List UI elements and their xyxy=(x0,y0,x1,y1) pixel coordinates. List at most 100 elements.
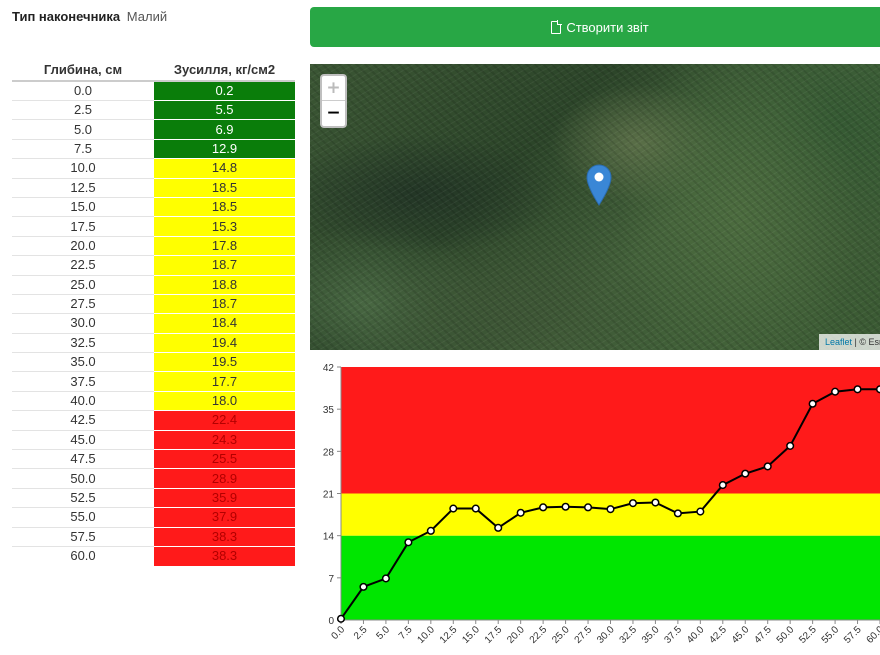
depth-cell: 47.5 xyxy=(12,449,154,469)
force-cell: 0.2 xyxy=(154,80,295,101)
data-point xyxy=(808,399,817,408)
depth-cell: 15.0 xyxy=(12,196,154,217)
x-tick-label: 2.5 xyxy=(352,624,370,642)
y-tick-label: 28 xyxy=(323,447,335,458)
table-row: 52.5 35.9 xyxy=(12,487,295,508)
zoom-out-button[interactable]: − xyxy=(326,103,341,123)
force-cell: 18.4 xyxy=(154,313,295,334)
table-row: 55.0 37.9 xyxy=(12,507,295,528)
depth-cell: 60.0 xyxy=(12,545,154,566)
map-pin-icon[interactable] xyxy=(586,164,612,206)
data-point xyxy=(606,505,615,514)
map-attribution: Leaflet | © Esri xyxy=(818,334,880,350)
y-tick-label: 42 xyxy=(323,363,335,374)
create-report-button[interactable]: Створити звіт xyxy=(310,7,880,47)
tip-type-label: Тип наконечника xyxy=(12,9,121,24)
depth-cell: 52.5 xyxy=(12,487,154,508)
force-cell: 17.7 xyxy=(154,371,295,392)
data-point xyxy=(359,582,368,591)
depth-cell: 17.5 xyxy=(12,216,154,237)
table-row: 0.0 0.2 xyxy=(12,80,295,101)
depth-cell: 7.5 xyxy=(12,138,154,159)
table-row: 10.0 14.8 xyxy=(12,158,295,179)
data-point xyxy=(404,538,413,547)
data-point xyxy=(494,523,503,532)
force-cell: 18.5 xyxy=(154,177,295,198)
x-tick-label: 25.0 xyxy=(550,624,572,646)
depth-cell: 45.0 xyxy=(12,429,154,450)
data-point xyxy=(583,503,593,512)
x-tick-label: 17.5 xyxy=(483,624,505,646)
depth-cell: 10.0 xyxy=(12,158,154,179)
chart-band-green xyxy=(341,535,880,620)
force-cell: 6.9 xyxy=(154,119,295,140)
table-row: 15.0 18.5 xyxy=(12,196,295,217)
table-row: 35.0 19.5 xyxy=(12,352,295,372)
table-row: 42.5 22.4 xyxy=(12,410,295,431)
leaflet-link[interactable]: Leaflet xyxy=(824,337,853,347)
force-cell: 19.4 xyxy=(154,332,295,353)
table-row: 5.0 6.9 xyxy=(12,119,295,140)
depth-cell: 12.5 xyxy=(12,177,154,198)
y-tick-label: 14 xyxy=(323,532,335,543)
force-depth-chart-container: 0 7 14 21 28 35 42 0.0 2.5 5.0 7.5 10.0 12.5 15.0 17.5… xyxy=(310,355,880,655)
force-column-header: Зусилля, кг/см2 xyxy=(154,44,295,82)
tip-type-value: Малий xyxy=(126,9,168,24)
data-point xyxy=(516,508,525,517)
zoom-in-button[interactable]: + xyxy=(322,76,345,101)
y-tick-label: 35 xyxy=(323,405,335,416)
table-row: 60.0 38.3 xyxy=(12,545,295,566)
table-row: 12.5 18.5 xyxy=(12,177,295,198)
depth-cell: 22.5 xyxy=(12,255,154,276)
data-point xyxy=(763,462,772,471)
table-row: 7.5 12.9 xyxy=(12,138,295,159)
depth-cell: 57.5 xyxy=(12,526,154,547)
depth-cell: 35.0 xyxy=(12,352,154,372)
data-point xyxy=(875,385,880,394)
create-report-label: Створити звіт xyxy=(566,19,649,35)
force-cell: 22.4 xyxy=(154,410,295,431)
data-point xyxy=(336,614,346,623)
force-cell: 17.8 xyxy=(154,235,295,256)
x-tick-label: 22.5 xyxy=(528,624,550,646)
table-row: 32.5 19.4 xyxy=(12,332,295,353)
table-row: 40.0 18.0 xyxy=(12,390,295,411)
x-tick-label: 45.0 xyxy=(730,624,752,646)
depth-cell: 37.5 xyxy=(12,371,154,392)
force-cell: 15.3 xyxy=(154,216,295,237)
table-row: 30.0 18.4 xyxy=(12,313,295,334)
table-row: 57.5 38.3 xyxy=(12,526,295,547)
x-tick-label: 5.0 xyxy=(374,624,392,642)
attribution-text: | © Esri xyxy=(854,337,880,347)
depth-cell: 40.0 xyxy=(12,390,154,411)
table-row: 2.5 5.5 xyxy=(12,99,295,120)
x-tick-label: 40.0 xyxy=(685,624,707,646)
force-cell: 18.0 xyxy=(154,390,295,411)
x-tick-label: 37.5 xyxy=(662,624,684,646)
force-cell: 28.9 xyxy=(154,468,295,489)
y-tick-label: 21 xyxy=(323,490,335,501)
zoom-control: + − xyxy=(320,74,347,128)
data-point xyxy=(628,499,638,508)
x-tick-label: 15.0 xyxy=(460,624,482,646)
depth-cell: 32.5 xyxy=(12,332,154,353)
x-tick-label: 20.0 xyxy=(505,624,527,646)
x-tick-label: 52.5 xyxy=(797,624,819,646)
depth-cell: 30.0 xyxy=(12,313,154,334)
x-tick-label: 50.0 xyxy=(775,624,797,646)
file-icon xyxy=(551,19,563,34)
table-row: 37.5 17.7 xyxy=(12,371,295,392)
depth-cell: 5.0 xyxy=(12,119,154,140)
force-cell: 24.3 xyxy=(154,429,295,450)
table-row: 20.0 17.8 xyxy=(12,235,295,256)
x-tick-label: 12.5 xyxy=(438,624,460,646)
x-tick-label: 32.5 xyxy=(618,624,640,646)
data-point xyxy=(539,503,548,512)
satellite-map[interactable]: + − Leaflet | © Esri xyxy=(310,64,880,350)
chart-band-yellow xyxy=(341,493,880,536)
force-cell: 37.9 xyxy=(154,507,295,528)
depth-cell: 0.0 xyxy=(12,80,154,101)
force-cell: 18.5 xyxy=(154,196,295,217)
force-cell: 38.3 xyxy=(154,545,295,566)
satellite-imagery xyxy=(310,64,880,350)
